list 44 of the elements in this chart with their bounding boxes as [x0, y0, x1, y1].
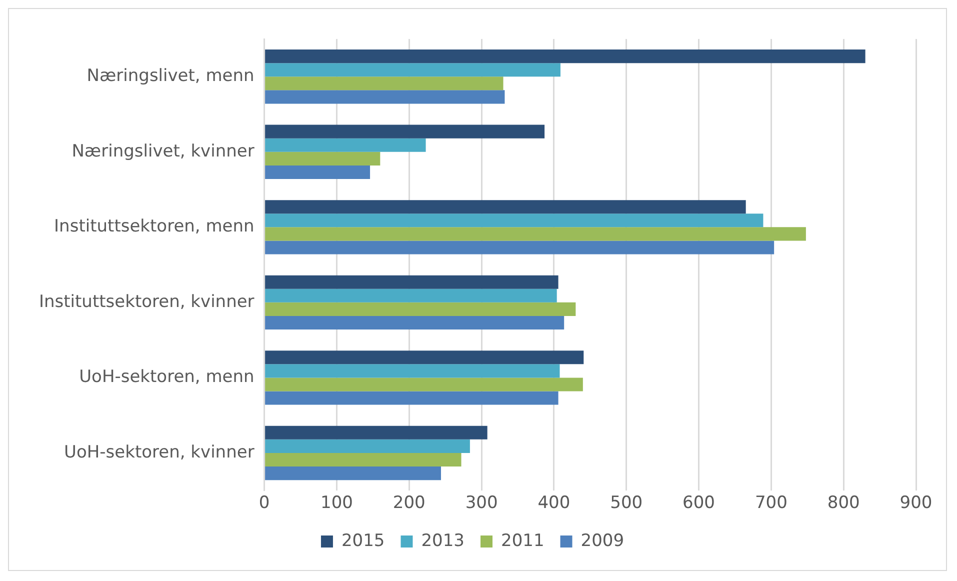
- x-tick-label: 200: [392, 493, 426, 514]
- bar: [265, 214, 764, 228]
- x-tick-label: 500: [610, 493, 643, 514]
- bar: [265, 364, 560, 378]
- bar: [265, 452, 462, 467]
- bar: [265, 227, 806, 241]
- bar: [265, 240, 774, 254]
- x-tick-label: 900: [900, 493, 932, 514]
- legend-label: 2011: [501, 530, 544, 551]
- bar: [265, 138, 426, 152]
- bar: [265, 165, 370, 179]
- y-tick-label: Næringslivet, kvinner: [72, 141, 254, 162]
- y-tick-label: Instituttsektoren, menn: [54, 216, 254, 237]
- y-tick-label: Næringslivet, menn: [86, 66, 254, 86]
- bar: [265, 90, 505, 104]
- bar: [265, 76, 504, 90]
- bar: [265, 275, 558, 289]
- legend-label: 2009: [580, 530, 624, 551]
- y-tick-label: UoH-sektoren, menn: [79, 367, 254, 388]
- x-tick-label: 400: [538, 493, 570, 514]
- x-tick-label: 600: [682, 493, 715, 514]
- bar: [265, 63, 560, 77]
- x-tick-label: 800: [827, 493, 860, 514]
- x-tick-label: 100: [320, 493, 353, 514]
- bar: [265, 316, 564, 330]
- bar: [265, 200, 746, 214]
- bar: [265, 426, 488, 440]
- bar: [265, 391, 558, 405]
- bar: [265, 378, 583, 392]
- bar: [265, 439, 470, 453]
- bar: [265, 466, 441, 480]
- y-tick-label: UoH-sektoren, kvinner: [64, 442, 254, 462]
- legend-label: 2013: [421, 530, 464, 551]
- bar: [265, 50, 866, 64]
- x-tick-label: 700: [754, 493, 788, 514]
- bar: [265, 302, 576, 316]
- legend-label: 2015: [341, 530, 385, 551]
- x-tick-label: 300: [465, 493, 498, 514]
- bar: [265, 288, 557, 302]
- bar: [265, 152, 380, 166]
- bar: [265, 124, 545, 138]
- y-tick-label: Instituttsektoren, kvinner: [38, 292, 254, 312]
- x-tick-label: 0: [258, 493, 270, 514]
- bar: [265, 350, 584, 364]
